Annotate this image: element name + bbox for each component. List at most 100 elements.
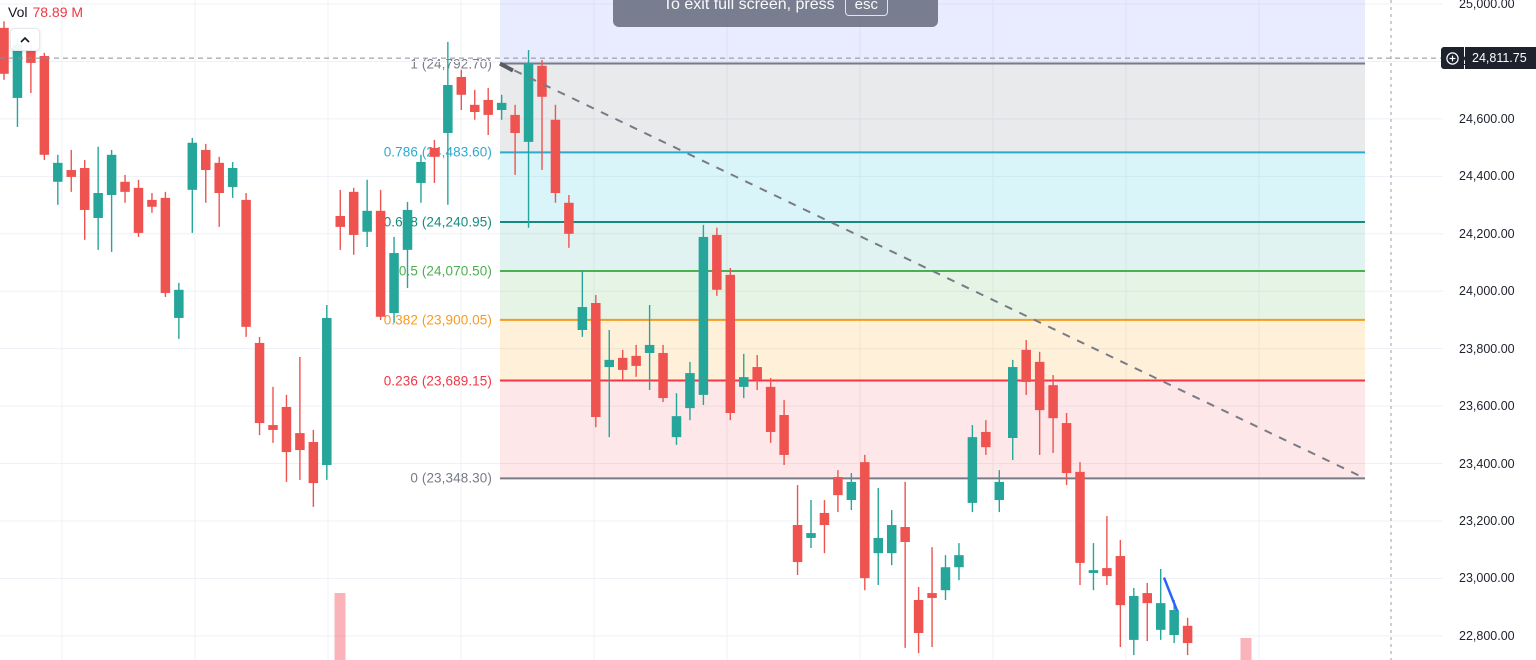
price-axis-label: 23,800.00	[1459, 341, 1515, 356]
candle-body	[510, 114, 520, 133]
candle-body	[779, 415, 789, 455]
legend-collapse-button[interactable]	[10, 28, 40, 51]
candle-body	[1008, 367, 1018, 438]
volume-legend: Vol 78.89 M	[8, 4, 83, 20]
candle-body	[120, 181, 130, 192]
candle-body	[886, 525, 897, 554]
candle-body	[873, 537, 883, 554]
candle-body	[429, 147, 440, 157]
candle-body	[375, 210, 386, 317]
candle-body	[577, 307, 588, 330]
candle-body	[79, 168, 90, 210]
last-price-label[interactable]: 24,811.75	[1441, 47, 1536, 69]
candle-body	[268, 425, 278, 430]
candle-body	[416, 161, 426, 183]
candle-body	[550, 119, 561, 194]
price-axis-label: 23,400.00	[1459, 456, 1515, 471]
candle-body	[456, 76, 467, 95]
price-axis-label: 24,000.00	[1459, 284, 1515, 299]
blue-trend-line[interactable]	[1162, 577, 1179, 612]
candle-body	[765, 386, 776, 432]
candle-body	[281, 406, 292, 453]
plus-circle-icon[interactable]	[1441, 47, 1464, 69]
fib-zone	[500, 380, 1365, 479]
candle-body	[1115, 556, 1126, 606]
chevron-up-icon	[20, 36, 30, 43]
candle-body	[1034, 361, 1045, 411]
candle-body	[1021, 349, 1031, 382]
fib-zone	[500, 63, 1365, 153]
candle-body	[147, 199, 157, 207]
price-axis-label: 23,200.00	[1459, 513, 1515, 528]
candle-body	[617, 357, 628, 370]
candle-body	[443, 85, 453, 133]
esc-key-badge: esc	[844, 0, 888, 16]
candle-body	[483, 99, 493, 115]
candle-body	[685, 373, 695, 409]
candle-body	[752, 367, 762, 380]
candle-body	[12, 44, 23, 98]
candle-body	[792, 525, 803, 563]
candle-body	[591, 303, 601, 418]
price-axis-label: 23,600.00	[1459, 399, 1515, 414]
volume-legend-value: 78.89 M	[32, 4, 84, 20]
candle-body	[967, 437, 978, 503]
fib-zone	[500, 319, 1365, 381]
candle-body	[389, 253, 399, 314]
candle-body	[254, 342, 265, 424]
volume-legend-title: Vol	[8, 4, 28, 20]
candle-body	[106, 154, 117, 196]
candle-body	[26, 50, 36, 63]
candle-body	[537, 65, 547, 97]
candle-body	[1155, 603, 1166, 630]
toast-text: To exit full screen, press	[663, 0, 835, 13]
candle-body	[644, 344, 655, 353]
candle-body	[1088, 570, 1099, 573]
candle-body	[66, 170, 76, 177]
candle-body	[295, 433, 305, 451]
candle-body	[671, 416, 682, 438]
candle-body	[1129, 595, 1139, 640]
candle-body	[362, 210, 372, 232]
candle-body	[227, 168, 238, 187]
candle-body	[698, 236, 709, 395]
candle-body	[604, 359, 614, 368]
candle-body	[496, 102, 507, 110]
candle-body	[523, 62, 534, 142]
candle-body	[860, 462, 870, 579]
candle-body	[739, 377, 749, 387]
candle-body	[1142, 593, 1152, 604]
candle-body	[846, 481, 857, 501]
fib-zone	[500, 152, 1365, 223]
candle-body	[913, 599, 924, 634]
candle-body	[201, 149, 211, 171]
price-axis-label: 24,200.00	[1459, 226, 1515, 241]
candle-body	[712, 234, 722, 290]
candle-body	[981, 431, 991, 448]
candle-body	[470, 104, 480, 113]
volume-bar	[1240, 638, 1252, 660]
candle-body	[39, 56, 50, 155]
candle-body	[819, 512, 830, 526]
candle-body	[1102, 568, 1112, 577]
price-axis-label: 24,600.00	[1459, 111, 1515, 126]
candle-body	[658, 352, 668, 399]
candle-body	[187, 142, 198, 190]
candle-body	[725, 274, 736, 414]
candle-body	[241, 199, 251, 327]
candle-body	[994, 481, 1005, 501]
candle-body	[940, 567, 951, 591]
candle-body	[0, 27, 9, 74]
candle-body	[214, 162, 224, 194]
candle-body	[348, 191, 359, 235]
candle-body	[53, 162, 63, 182]
candle-body	[322, 317, 332, 465]
volume-bar	[334, 593, 346, 660]
candle-body	[954, 555, 964, 568]
candle-body	[900, 527, 910, 542]
fullscreen-exit-toast: To exit full screen, press esc	[613, 0, 938, 27]
candle-body	[335, 215, 345, 227]
